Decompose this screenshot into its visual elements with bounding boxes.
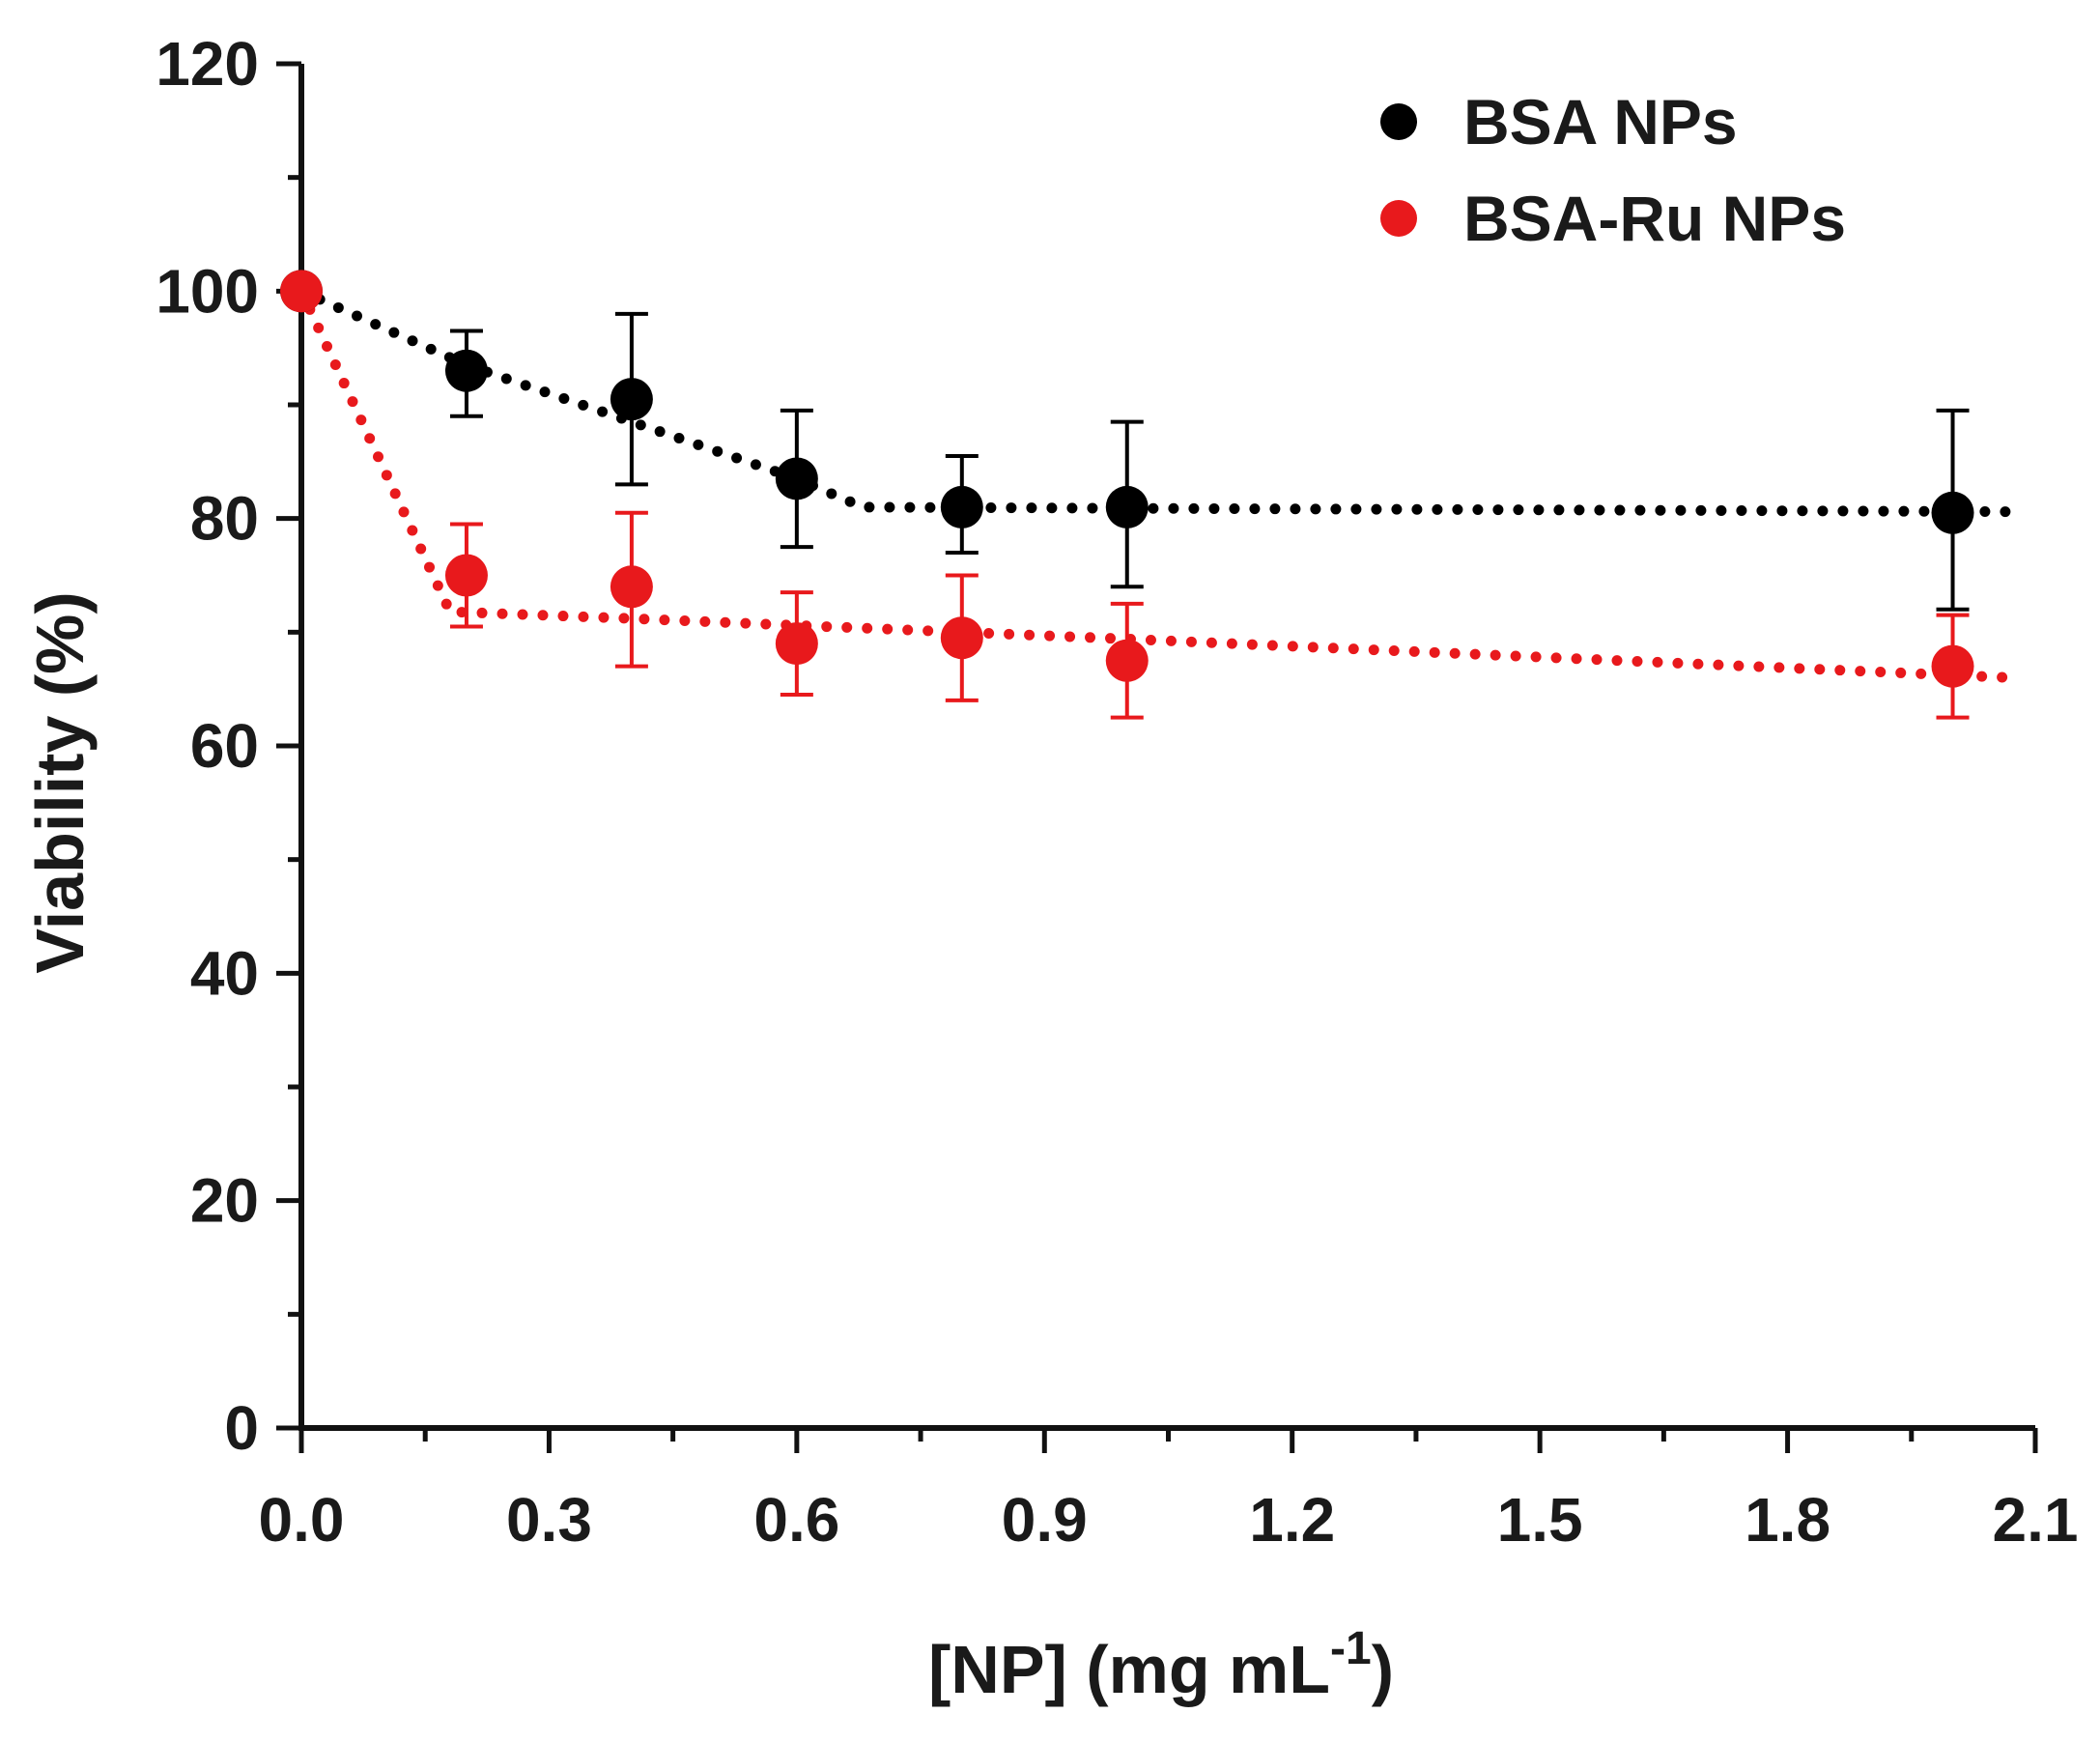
x-axis-label-main: [NP] (mg mL (928, 1632, 1330, 1707)
data-point-bsa-ru-nps (1931, 644, 1974, 688)
fit-line-bsa-nps (296, 285, 2016, 518)
y-tick-label: 80 (190, 484, 259, 554)
data-point-bsa-ru-nps (444, 554, 488, 597)
x-tick-label: 2.1 (1993, 1485, 2079, 1555)
x-axis-label-close: ) (1372, 1632, 1394, 1707)
legend-label-bsa-ru-nps: BSA-Ru NPs (1463, 183, 1846, 254)
axes: 0 20 40 60 80 100 120 0.0 0.3 0.6 0.9 1.2 1.5 1.8 2.1 (156, 29, 2078, 1555)
x-axis-label-superscript: -1 (1330, 1623, 1372, 1674)
x-axis-label: [NP] (mg mL-1) (928, 1623, 1394, 1707)
data-point-bsa-nps (940, 485, 983, 528)
fit-lines (296, 285, 2016, 683)
x-tick-label: 0.3 (506, 1485, 592, 1555)
data-points (280, 270, 1974, 688)
legend-marker-bsa-nps (1380, 103, 1417, 140)
x-tick-label: 1.8 (1745, 1485, 1830, 1555)
y-axis-label: Viability (%) (22, 591, 98, 973)
data-point-bsa-ru-nps (610, 565, 653, 609)
y-tick-label: 20 (190, 1166, 259, 1236)
x-tick-label: 1.5 (1497, 1485, 1583, 1555)
data-point-bsa-ru-nps (940, 616, 983, 660)
y-tick-label: 120 (156, 29, 259, 99)
data-point-bsa-nps (775, 457, 818, 500)
x-ticks: 0.0 0.3 0.6 0.9 1.2 1.5 1.8 2.1 (259, 1428, 2079, 1555)
y-tick-label: 60 (190, 711, 259, 781)
y-ticks: 0 20 40 60 80 100 120 (156, 29, 301, 1463)
y-tick-label: 0 (224, 1393, 259, 1463)
legend-marker-bsa-ru-nps (1380, 200, 1417, 237)
legend: BSA NPs BSA-Ru NPs (1380, 86, 1846, 254)
fit-line-bsa-ru-nps (296, 285, 2016, 683)
data-point-bsa-nps (1105, 485, 1149, 528)
data-point-bsa-ru-nps (280, 270, 323, 313)
legend-label-bsa-nps: BSA NPs (1463, 86, 1738, 157)
data-point-bsa-ru-nps (775, 622, 818, 666)
x-tick-label: 0.9 (1002, 1485, 1088, 1555)
x-tick-label: 0.0 (259, 1485, 345, 1555)
data-point-bsa-nps (444, 349, 488, 392)
data-point-bsa-ru-nps (1105, 639, 1149, 682)
x-tick-label: 0.6 (753, 1485, 839, 1555)
data-point-bsa-nps (1931, 491, 1974, 534)
x-tick-label: 1.2 (1249, 1485, 1335, 1555)
data-point-bsa-nps (610, 378, 653, 421)
y-tick-label: 40 (190, 938, 259, 1008)
y-tick-label: 100 (156, 256, 259, 326)
